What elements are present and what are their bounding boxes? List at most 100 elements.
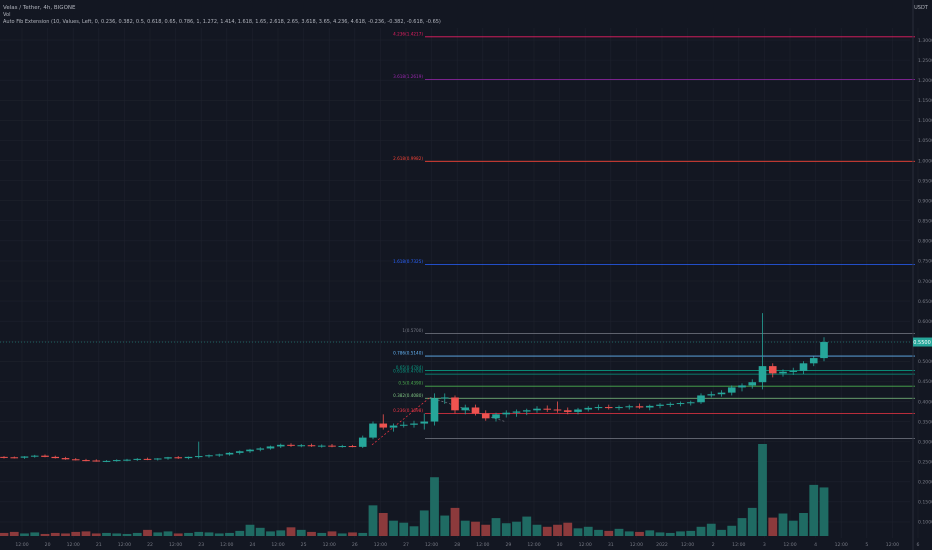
volume-bar (102, 532, 111, 536)
candle-body (584, 407, 593, 410)
volume-bar (594, 529, 603, 536)
candle-body (676, 403, 685, 405)
candle-body (328, 445, 336, 447)
volume-bar (747, 507, 757, 536)
volume-bar (173, 533, 183, 536)
volume-bar (553, 524, 562, 536)
volume-bar (30, 532, 40, 536)
time-tick-label: 12:00 (425, 542, 438, 548)
time-tick-label: 12:00 (732, 542, 745, 548)
volume-bar (214, 533, 224, 536)
candle-body (461, 407, 470, 411)
volume-bars (0, 444, 829, 536)
candle-body (543, 408, 552, 410)
candle-body (164, 457, 172, 459)
candle-body (615, 407, 623, 409)
time-tick-label: 27 (403, 542, 409, 548)
candle-body (666, 403, 675, 405)
time-tick-label: 22 (147, 542, 153, 548)
candle-body (338, 446, 347, 448)
candle-body (779, 371, 787, 374)
volume-bar (307, 531, 316, 536)
time-tick-label: 12:00 (374, 542, 387, 548)
volume-bar (717, 529, 726, 536)
volume-bar (9, 531, 19, 536)
candle-body (194, 456, 203, 458)
volume-bar (61, 533, 70, 536)
volume-bar (276, 530, 286, 536)
volume-bar (819, 487, 829, 536)
volume-bar (460, 520, 470, 536)
candle-body (604, 407, 613, 409)
time-axis[interactable]: 12:00 20 12:00 21 12:00 22 12:00 23 12:00 24 12:00… (15, 542, 919, 548)
fib-label: 4.236(1.4217) (393, 31, 423, 36)
volume-bar (471, 521, 480, 536)
time-tick-label: 12:00 (169, 542, 182, 548)
candle-body (246, 449, 254, 452)
volume-bar (296, 529, 306, 536)
candle-body (594, 407, 603, 409)
candle-body (287, 444, 295, 446)
time-tick-label: 23 (198, 542, 204, 548)
volume-bar (327, 531, 337, 536)
fib-label: 0.236(0.3698) (393, 408, 423, 413)
fib-label: 1(0.5700) (402, 328, 423, 333)
candle-body (10, 457, 19, 459)
time-tick-label: 21 (96, 542, 102, 548)
time-tick-label: 2022 (656, 542, 668, 548)
candle-body (399, 424, 408, 426)
time-tick-label: 12:00 (681, 542, 694, 548)
time-tick-label: 12:00 (579, 542, 592, 548)
candle-body (297, 445, 306, 447)
candle-body (317, 445, 326, 447)
volume-bar (440, 515, 450, 536)
candle-body (707, 394, 716, 396)
volume-bar (389, 520, 398, 536)
volume-bar (696, 526, 706, 536)
candle-body (389, 425, 398, 428)
volume-bar (0, 532, 9, 536)
volume-bar (727, 525, 737, 536)
candle-body (112, 460, 121, 462)
time-tick-label: 2 (712, 542, 715, 548)
time-tick-label: 12:00 (271, 542, 284, 548)
candle-body (153, 458, 162, 460)
time-tick-label: 12:00 (67, 542, 80, 548)
candle-body (379, 423, 388, 428)
fib-trend-line (371, 397, 431, 446)
volume-bar (676, 531, 685, 536)
candle-body (276, 444, 285, 447)
candle-body (533, 408, 541, 411)
volume-bar (573, 528, 583, 536)
price-tick-label: 0.9500 (918, 178, 932, 184)
candle-body (563, 410, 572, 412)
candle-body (51, 456, 60, 459)
volume-bar (143, 529, 152, 536)
volume-bar (245, 524, 255, 536)
candle-body (738, 385, 746, 388)
volume-bar (512, 521, 521, 536)
candle-body (768, 366, 777, 374)
candle-body (348, 446, 357, 448)
volume-bar (122, 533, 132, 536)
fib-label: 2.618(0.9982) (393, 156, 423, 161)
candle-body (471, 407, 480, 414)
volume-bar (758, 444, 767, 536)
time-tick-label: 29 (505, 542, 511, 548)
volume-bar (635, 531, 644, 536)
candle-body (799, 363, 808, 371)
candle-body (625, 406, 634, 408)
candle-body (645, 405, 654, 408)
volume-bar (40, 533, 50, 536)
candle-body (574, 409, 582, 412)
